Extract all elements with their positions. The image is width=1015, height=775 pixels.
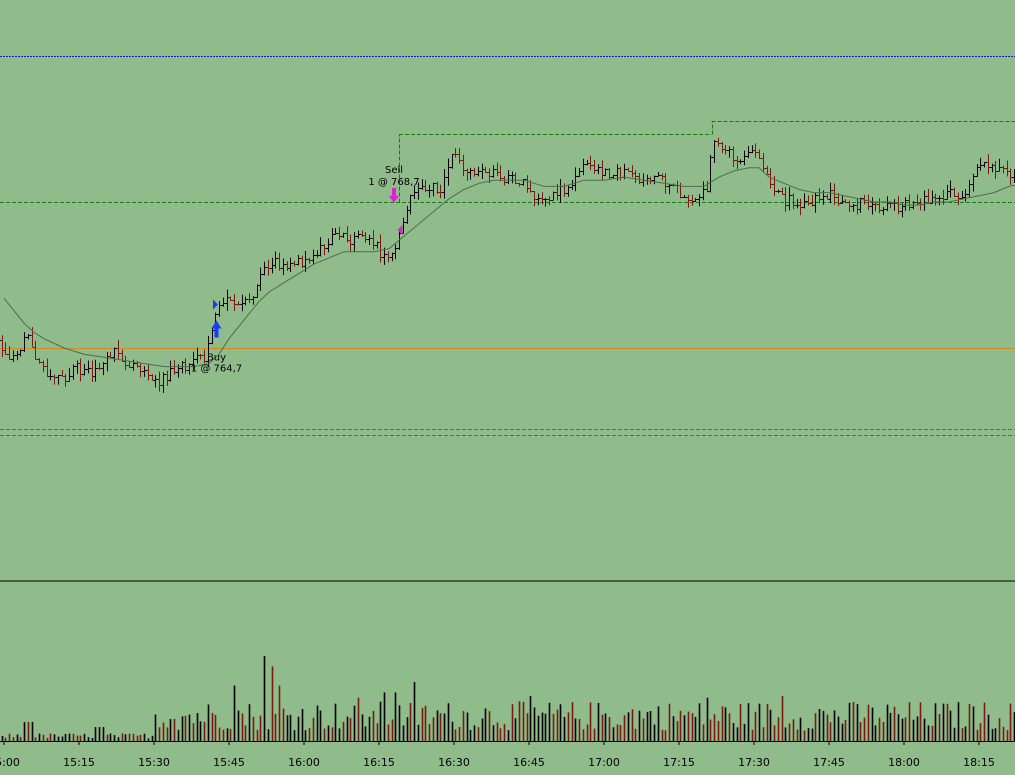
sell-price-label: 1 @ 768,7 xyxy=(368,177,419,188)
time-label-1815: 18:15 xyxy=(963,756,995,769)
time-label-1530: 15:30 xyxy=(138,756,170,769)
time-label-1545: 15:45 xyxy=(213,756,245,769)
time-label-1800: 18:00 xyxy=(888,756,920,769)
time-label-1500: 15:00 xyxy=(0,756,20,769)
time-label-1615: 16:15 xyxy=(363,756,395,769)
time-label-1745: 17:45 xyxy=(813,756,845,769)
buy-price-label: 1 @ 764,7 xyxy=(191,363,242,374)
time-label-1600: 16:00 xyxy=(288,756,320,769)
sell-label: Sell xyxy=(385,165,403,176)
time-label-1715: 17:15 xyxy=(663,756,695,769)
time-label-1730: 17:30 xyxy=(738,756,770,769)
time-label-1630: 16:30 xyxy=(438,756,470,769)
buy-label: Buy xyxy=(207,352,226,363)
time-label-1645: 16:45 xyxy=(513,756,545,769)
time-label-1700: 17:00 xyxy=(588,756,620,769)
time-label-1515: 15:15 xyxy=(63,756,95,769)
